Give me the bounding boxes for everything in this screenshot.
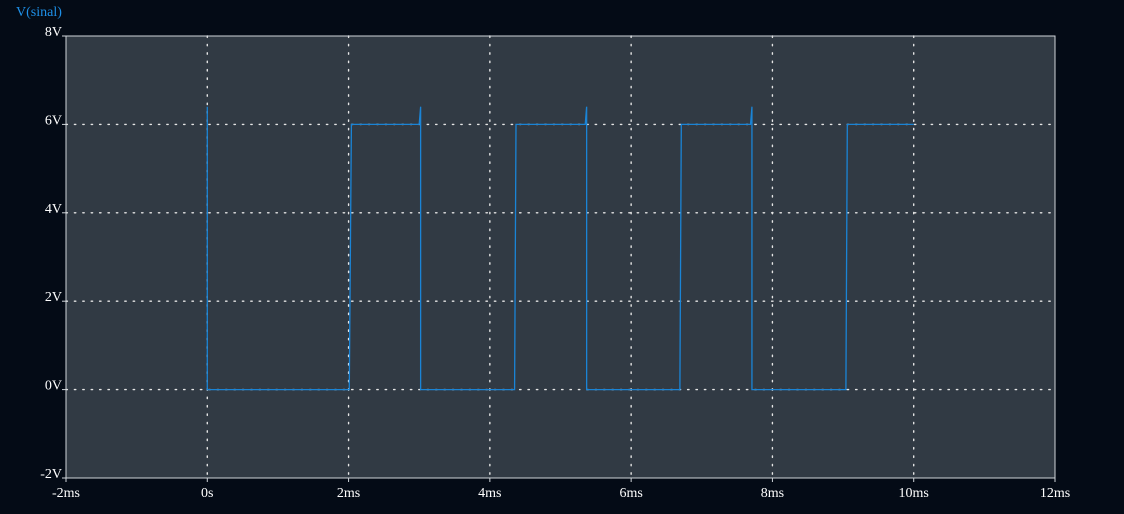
x-tick-label: -2ms [52, 486, 80, 501]
plot-frame [65, 35, 1056, 479]
x-tick-label: 10ms [899, 486, 929, 501]
x-tick-label: 2ms [337, 486, 360, 501]
x-tick-label: 0s [201, 486, 213, 501]
series-line [206, 106, 914, 391]
y-tick-label: 8V [45, 25, 62, 40]
y-tick-label: 2V [45, 290, 62, 305]
series-title: V(sinal) [16, 5, 62, 20]
plot-area [66, 36, 1055, 478]
x-tick-label: 12ms [1040, 486, 1070, 501]
x-axis: -2ms 0s 2ms 4ms 6ms 8ms 10ms 12ms [52, 478, 1070, 501]
series-layer [206, 106, 914, 391]
x-tick-label: 6ms [619, 486, 642, 501]
y-tick-label: 6V [45, 113, 62, 128]
y-tick-label: 4V [45, 202, 62, 217]
x-tick-label: 4ms [478, 486, 501, 501]
y-axis: -2V 0V 2V 4V 6V 8V [40, 25, 66, 482]
y-tick-label: 0V [45, 379, 62, 394]
y-tick-label: -2V [40, 467, 62, 482]
x-tick-label: 8ms [761, 486, 784, 501]
